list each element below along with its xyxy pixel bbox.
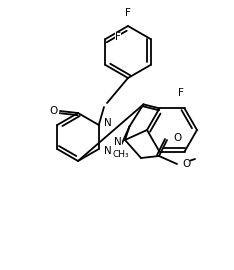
Text: CH₃: CH₃ bbox=[112, 150, 129, 159]
Text: N: N bbox=[114, 137, 122, 147]
Text: F: F bbox=[116, 32, 121, 42]
Text: N: N bbox=[104, 146, 112, 156]
Text: O: O bbox=[173, 133, 181, 143]
Text: F: F bbox=[178, 88, 183, 98]
Text: O: O bbox=[50, 106, 58, 116]
Text: O: O bbox=[182, 159, 190, 169]
Text: F: F bbox=[125, 8, 131, 18]
Text: N: N bbox=[104, 118, 112, 128]
